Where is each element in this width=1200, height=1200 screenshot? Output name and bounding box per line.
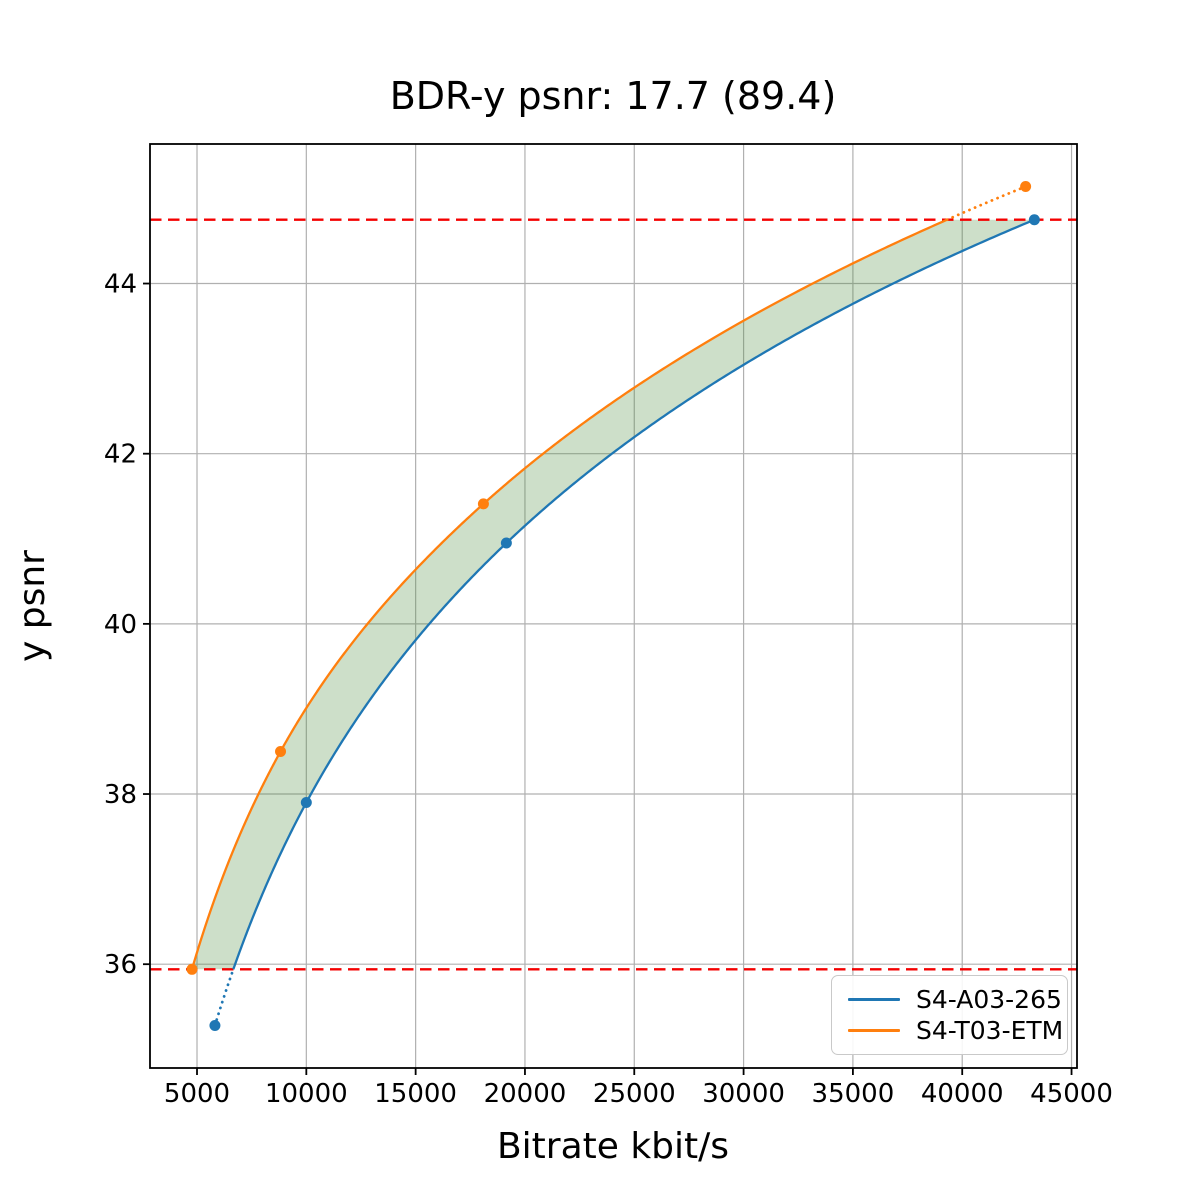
x-tick-label: 10000 bbox=[265, 1079, 348, 1109]
data-point bbox=[500, 537, 512, 549]
y-tick-label: 40 bbox=[104, 610, 137, 640]
spines bbox=[149, 143, 1078, 1069]
overlap-ref-lines bbox=[150, 218, 1077, 971]
chart-title: BDR-y psnr: 17.7 (89.4) bbox=[390, 74, 837, 118]
data-point bbox=[477, 498, 489, 510]
curve-dotted-segment bbox=[213, 967, 235, 1027]
data-point bbox=[275, 745, 287, 757]
x-tick-label: 5000 bbox=[164, 1079, 230, 1109]
y-tick-label: 44 bbox=[104, 270, 137, 300]
data-point bbox=[300, 797, 312, 809]
fill-band bbox=[191, 219, 1035, 970]
x-tick-label: 15000 bbox=[374, 1079, 457, 1109]
legend-item: S4-T03-ETM bbox=[848, 1018, 1063, 1043]
y-axis-label: y psnr bbox=[12, 550, 53, 662]
data-point bbox=[186, 963, 198, 975]
bd-overlap-fill bbox=[191, 219, 1035, 970]
ticks: 5000 10000 15000 20000 25000 30000 35000 40000 4… bbox=[104, 270, 1113, 1109]
legend-line-sample bbox=[848, 997, 900, 1001]
x-tick-label: 20000 bbox=[484, 1079, 567, 1109]
legend-item: S4-A03-265 bbox=[848, 987, 1062, 1012]
legend-label: S4-T03-ETM bbox=[916, 1016, 1064, 1046]
x-tick-label: 45000 bbox=[1030, 1079, 1113, 1109]
data-point bbox=[1020, 181, 1032, 193]
plot-layers: 5000 10000 15000 20000 25000 30000 35000 40000 4… bbox=[104, 143, 1113, 1109]
x-tick-label: 40000 bbox=[921, 1079, 1004, 1109]
legend: S4-A03-265 S4-T03-ETM bbox=[831, 975, 1068, 1055]
series-S4-A03-265 bbox=[213, 218, 1035, 1027]
y-tick-label: 42 bbox=[104, 440, 137, 470]
x-tick-label: 25000 bbox=[593, 1079, 676, 1109]
y-tick-label: 38 bbox=[104, 780, 137, 810]
x-axis-label: Bitrate kbit/s bbox=[497, 1126, 729, 1167]
data-point bbox=[1028, 214, 1040, 226]
data-points bbox=[186, 181, 1040, 1031]
legend-label: S4-A03-265 bbox=[916, 984, 1062, 1014]
plot-border bbox=[149, 143, 1078, 1069]
data-point bbox=[209, 1019, 221, 1031]
curve-solid bbox=[232, 218, 1035, 970]
curve-solid bbox=[190, 218, 948, 970]
gridlines bbox=[150, 144, 1077, 1068]
x-tick-label: 30000 bbox=[702, 1079, 785, 1109]
x-tick-label: 35000 bbox=[812, 1079, 895, 1109]
curve-dotted-segment bbox=[945, 185, 1028, 222]
legend-line-sample bbox=[848, 1029, 900, 1033]
y-tick-label: 36 bbox=[104, 950, 137, 980]
series-S4-T03-ETM bbox=[190, 185, 1028, 970]
